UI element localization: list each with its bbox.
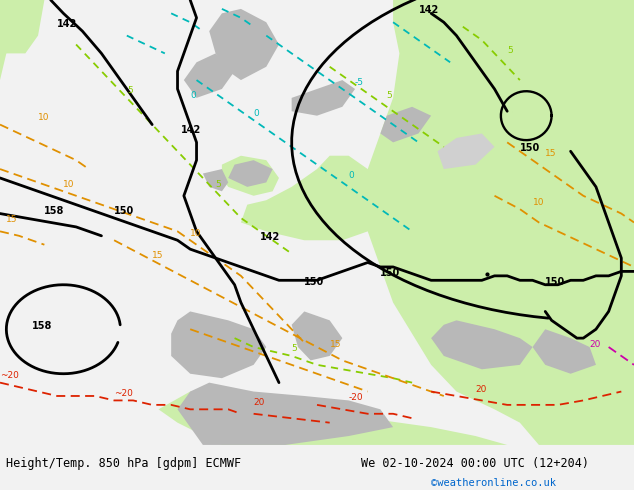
- Polygon shape: [203, 169, 228, 191]
- Text: ~20: ~20: [114, 389, 133, 398]
- Polygon shape: [361, 0, 634, 445]
- Text: 5: 5: [292, 344, 297, 353]
- Text: 150: 150: [114, 206, 134, 216]
- Text: 142: 142: [260, 232, 280, 242]
- Polygon shape: [184, 53, 235, 98]
- Text: 15: 15: [330, 340, 341, 349]
- Text: 20: 20: [476, 385, 487, 393]
- Polygon shape: [222, 156, 279, 196]
- Polygon shape: [533, 329, 596, 374]
- Text: -20: -20: [349, 393, 363, 402]
- Text: 20: 20: [254, 398, 265, 407]
- Text: 142: 142: [418, 5, 439, 15]
- Polygon shape: [292, 312, 342, 360]
- Text: 5: 5: [387, 91, 392, 100]
- Text: 150: 150: [304, 277, 325, 287]
- Text: 10: 10: [38, 113, 49, 122]
- Text: 10: 10: [63, 180, 75, 189]
- Text: 0: 0: [254, 109, 259, 118]
- Text: 5: 5: [216, 180, 221, 189]
- Polygon shape: [292, 80, 355, 116]
- Text: 15: 15: [152, 251, 164, 260]
- Polygon shape: [437, 133, 495, 169]
- Text: 0: 0: [349, 171, 354, 180]
- Text: -5: -5: [355, 77, 364, 87]
- Text: 10: 10: [190, 229, 202, 238]
- Polygon shape: [0, 0, 44, 53]
- Polygon shape: [380, 107, 431, 143]
- Text: ~20: ~20: [0, 371, 19, 380]
- Polygon shape: [178, 383, 393, 445]
- Text: 15: 15: [545, 149, 557, 158]
- Polygon shape: [431, 320, 533, 369]
- Text: 150: 150: [520, 143, 540, 153]
- Text: We 02-10-2024 00:00 UTC (12+204): We 02-10-2024 00:00 UTC (12+204): [361, 457, 590, 469]
- Polygon shape: [228, 160, 273, 187]
- Text: 15: 15: [6, 216, 18, 224]
- Text: 158: 158: [32, 321, 52, 331]
- Text: 0: 0: [190, 91, 196, 100]
- Text: 5: 5: [507, 47, 513, 55]
- Text: Height/Temp. 850 hPa [gdpm] ECMWF: Height/Temp. 850 hPa [gdpm] ECMWF: [6, 457, 242, 469]
- Text: 158: 158: [44, 206, 65, 216]
- Text: 150: 150: [380, 268, 401, 278]
- Polygon shape: [171, 312, 266, 378]
- Polygon shape: [158, 392, 507, 445]
- Text: 142: 142: [57, 19, 77, 29]
- Text: 150: 150: [545, 277, 566, 287]
- Polygon shape: [241, 156, 380, 240]
- Polygon shape: [209, 9, 279, 80]
- Text: ©weatheronline.co.uk: ©weatheronline.co.uk: [431, 478, 556, 488]
- Text: 5: 5: [127, 86, 133, 96]
- Text: 10: 10: [533, 197, 544, 207]
- Text: 142: 142: [181, 125, 201, 135]
- Polygon shape: [0, 0, 25, 80]
- Text: 20: 20: [590, 340, 601, 349]
